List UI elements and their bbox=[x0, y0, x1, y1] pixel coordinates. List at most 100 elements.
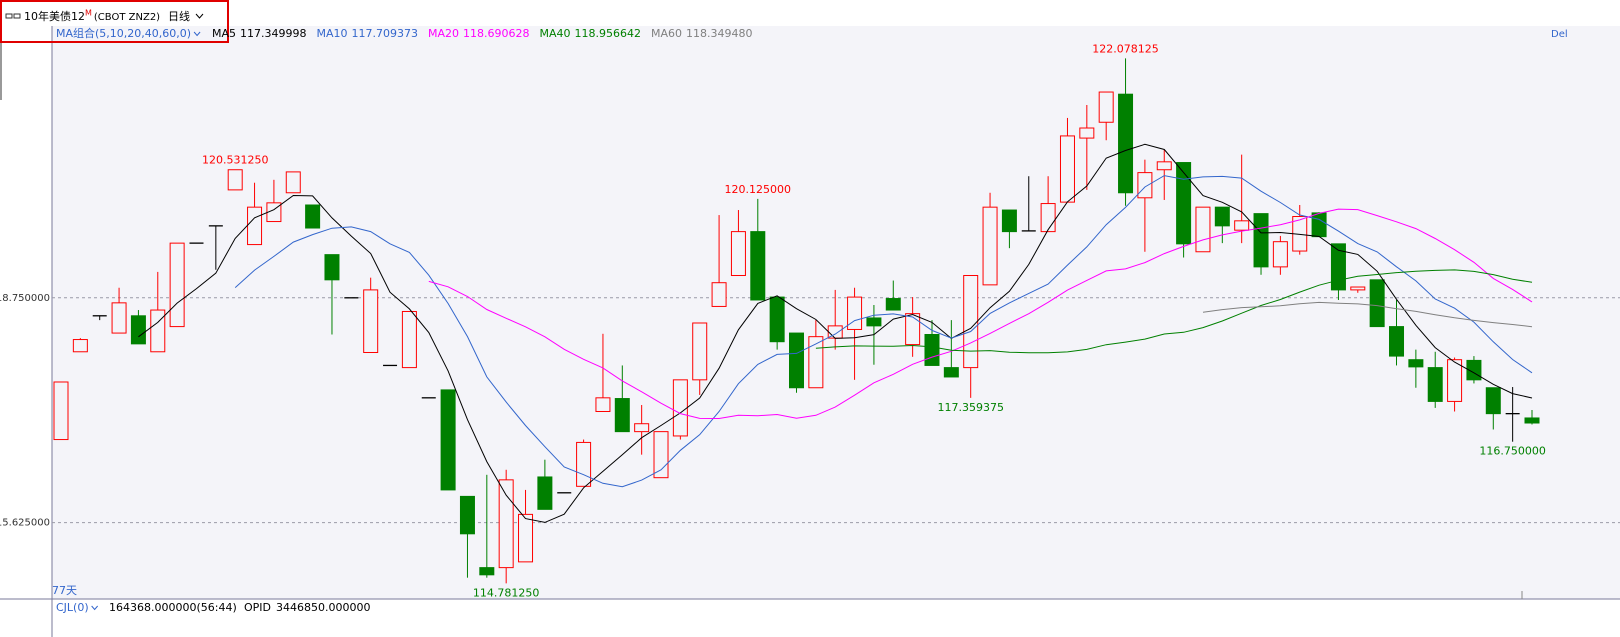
candle-body bbox=[634, 423, 650, 433]
low-label: 114.781250 bbox=[473, 586, 539, 599]
ma-group[interactable]: MA组合(5,10,20,40,60,0) bbox=[56, 26, 191, 40]
candle-body bbox=[595, 397, 611, 412]
plot-area bbox=[52, 26, 1620, 599]
candle-body bbox=[479, 567, 495, 576]
candle-body bbox=[498, 479, 514, 569]
ma-line bbox=[428, 208, 1533, 420]
chevron bbox=[91, 605, 99, 611]
candle-body bbox=[905, 313, 921, 346]
candle-body bbox=[227, 169, 243, 191]
candle-body bbox=[614, 398, 630, 433]
candle-body bbox=[401, 310, 417, 369]
exchange: (CBOT ZNZ2) bbox=[94, 12, 160, 23]
candle-body bbox=[1137, 172, 1153, 199]
candle-body bbox=[1408, 359, 1424, 368]
candle-body bbox=[518, 513, 534, 563]
candle-body bbox=[576, 441, 592, 487]
candle-body bbox=[1447, 359, 1463, 402]
candle-body bbox=[305, 204, 321, 229]
candle-body bbox=[1059, 135, 1075, 203]
candle-body bbox=[943, 367, 959, 378]
low-label: 116.750000 bbox=[1479, 445, 1545, 458]
candle-body bbox=[459, 495, 475, 535]
candle-body bbox=[1040, 203, 1056, 233]
candle-body bbox=[130, 315, 146, 345]
ma-name: MA40 bbox=[540, 27, 571, 40]
candle-body bbox=[537, 476, 553, 510]
ma-value: 117.349998 bbox=[240, 27, 306, 40]
candle-body bbox=[1369, 279, 1385, 328]
candle-body bbox=[324, 254, 340, 281]
candle-body bbox=[789, 332, 804, 389]
low-label: 117.359375 bbox=[937, 401, 1003, 414]
candle-body bbox=[1330, 243, 1346, 291]
candle-body bbox=[808, 336, 824, 389]
y-tick-label: 115.625000 bbox=[0, 518, 50, 529]
y-axis: 118.750000 115.625000 bbox=[0, 293, 50, 529]
ma-name: MA5 bbox=[212, 27, 236, 40]
candle-body bbox=[1001, 209, 1017, 233]
ma-line bbox=[234, 175, 1533, 488]
ma-value: 118.690628 bbox=[463, 27, 529, 40]
candle-body bbox=[1311, 212, 1327, 238]
link-icon bbox=[5, 13, 21, 19]
candle-body bbox=[1176, 162, 1192, 245]
candle-body bbox=[1253, 213, 1269, 268]
candle-body bbox=[1389, 326, 1405, 357]
ma-value: 118.349480 bbox=[686, 27, 752, 40]
candle-body bbox=[247, 206, 263, 246]
candle-body bbox=[285, 171, 301, 194]
ma-line bbox=[1202, 301, 1533, 328]
candle-body bbox=[363, 289, 379, 353]
candle-body bbox=[1234, 220, 1250, 231]
chevron bbox=[193, 31, 201, 37]
candle-body bbox=[1524, 417, 1540, 424]
period-selector[interactable]: 日线 bbox=[168, 9, 190, 23]
chevron bbox=[195, 13, 204, 19]
candle-body bbox=[72, 339, 88, 353]
candle-body bbox=[885, 298, 901, 311]
candle-body bbox=[1195, 206, 1211, 253]
candle-body bbox=[750, 231, 766, 301]
candle-body bbox=[1214, 206, 1230, 227]
ma-value: 118.956642 bbox=[575, 27, 641, 40]
high-label: 120.531250 bbox=[202, 154, 268, 167]
candle-body bbox=[924, 334, 940, 366]
ma-name: MA60 bbox=[651, 27, 682, 40]
period-label: 77天 bbox=[52, 584, 77, 597]
indicator[interactable]: CJL(0) bbox=[56, 601, 89, 614]
candle-body bbox=[169, 242, 185, 328]
candle-body bbox=[866, 317, 882, 327]
ma-value: 117.709373 bbox=[352, 27, 418, 40]
symbol: 10年美债12 bbox=[24, 9, 85, 23]
candle-body bbox=[1427, 367, 1443, 402]
candle-body bbox=[1079, 127, 1095, 139]
del-link[interactable]: Del bbox=[1551, 29, 1568, 40]
highlight-box bbox=[0, 0, 229, 43]
candle-body bbox=[111, 302, 127, 334]
candle-body bbox=[150, 309, 166, 353]
ma-line bbox=[138, 143, 1533, 523]
volume: 164368.000000(56:44) bbox=[109, 601, 237, 614]
candle-body bbox=[1485, 387, 1501, 415]
candle-body bbox=[440, 389, 456, 491]
candle-body bbox=[847, 296, 863, 330]
candle-body bbox=[1156, 161, 1172, 171]
ma-name: MA20 bbox=[428, 27, 459, 40]
ma-name: MA10 bbox=[317, 27, 348, 40]
symbol-suffix: M bbox=[85, 9, 92, 18]
candle-body bbox=[769, 296, 785, 343]
candle-body bbox=[730, 231, 746, 277]
candle-body bbox=[1272, 241, 1288, 268]
opid: 3446850.000000 bbox=[276, 601, 370, 614]
y-tick-label: 118.750000 bbox=[0, 293, 50, 304]
candle-body bbox=[1350, 286, 1366, 291]
candle-body bbox=[1098, 91, 1114, 123]
candle-body bbox=[672, 379, 688, 437]
candle-body bbox=[963, 275, 979, 369]
ma-line bbox=[815, 269, 1533, 354]
candle-body bbox=[711, 282, 727, 307]
candle-body bbox=[53, 381, 69, 441]
